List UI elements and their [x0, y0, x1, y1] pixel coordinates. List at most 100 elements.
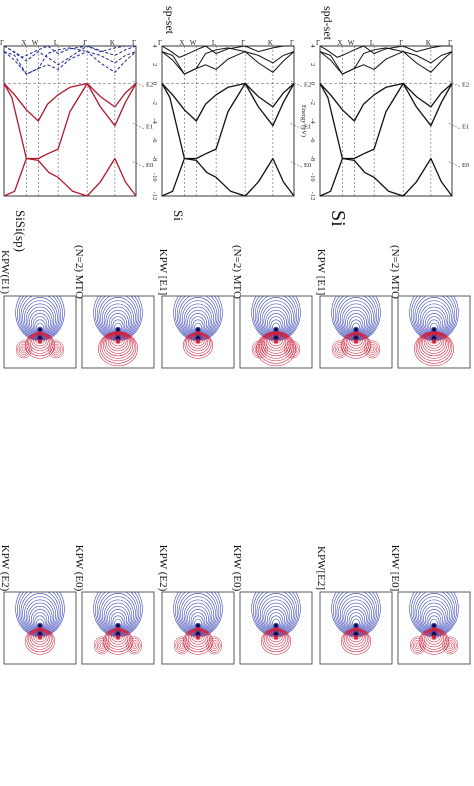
- wavefunction-label: KPW(E1): [0, 250, 11, 294]
- side-lobe-contour: [126, 636, 143, 655]
- wavefunction-label: KPW (E2): [157, 545, 169, 592]
- band-label-leader: [131, 161, 145, 168]
- kpoint-label: L: [212, 39, 216, 47]
- atom-core: [38, 632, 42, 636]
- wavefunction-label: (N=2) MTO: [389, 245, 401, 299]
- side-lobe-contour: [99, 643, 104, 648]
- side-lobe-contour: [337, 347, 342, 352]
- contour-lines: [251, 296, 301, 367]
- valence-band-line: [3, 82, 137, 122]
- kpoint-label: Γ: [132, 39, 136, 47]
- contour-lines: [331, 592, 381, 655]
- wavefunction-contour-plot: [81, 295, 155, 369]
- valence-band-line: [3, 157, 137, 197]
- side-lobe-contour: [409, 636, 426, 655]
- atom-core-positive: [195, 339, 201, 344]
- wavefunction-grid: (N=2) MTO KPW [E1] KPW (E0) KPW (E2): [157, 245, 313, 665]
- energy-tick-label: 2: [151, 63, 158, 66]
- panel-title: SiSi(sp): [13, 210, 28, 252]
- side-lobe-contour: [368, 345, 376, 354]
- band-label: E2: [304, 82, 311, 89]
- side-lobe-contour: [179, 643, 184, 648]
- energy-tick-label: 0: [309, 82, 316, 85]
- atom-core-positive: [115, 627, 121, 632]
- band-label: E0: [462, 162, 469, 169]
- atom-core-positive: [115, 331, 121, 336]
- valence-band-line: [319, 82, 453, 122]
- side-lobe-contour: [173, 636, 190, 655]
- kpoint-label: L: [370, 39, 374, 47]
- contour-lines: [173, 296, 223, 359]
- side-lobe-contour: [175, 638, 189, 653]
- conduction-band-line: [161, 45, 294, 58]
- contour-lines: [173, 592, 223, 655]
- kpoint-label: W: [32, 39, 39, 47]
- atom-core: [196, 327, 200, 332]
- energy-axis-label: Energy (eV): [300, 105, 307, 137]
- atom-core: [274, 632, 278, 636]
- side-lobe-contour: [95, 638, 109, 653]
- atom-core: [196, 336, 200, 340]
- atom-core-positive: [115, 635, 121, 640]
- kpoint-label: W: [348, 39, 355, 47]
- atom-core: [354, 632, 358, 636]
- band-label: E1: [304, 124, 311, 131]
- band-label: E1: [146, 124, 153, 131]
- wavefunction-contour-plot: [161, 591, 235, 665]
- energy-tick-label: -12: [151, 192, 158, 201]
- side-lobe-contour: [367, 343, 378, 355]
- wavefunction-contour-plot: [81, 591, 155, 665]
- energy-tick-label: -8: [309, 156, 316, 161]
- energy-tick-label: -4: [151, 118, 158, 124]
- atom-core-positive: [431, 635, 437, 640]
- side-lobe-contour: [127, 638, 141, 653]
- kpoint-label: Γ: [158, 39, 162, 47]
- side-lobe-contour: [414, 641, 422, 650]
- side-lobe-contour: [442, 636, 459, 655]
- atom-core: [274, 336, 278, 340]
- wavefunction-contour-plot: [319, 295, 393, 369]
- atom-core: [354, 623, 358, 628]
- valence-band-line: [3, 82, 137, 160]
- kpoint-label: Γ: [241, 39, 245, 47]
- panel-title: Si: [171, 210, 186, 221]
- side-lobe-contour: [52, 345, 60, 354]
- wavefunction-grid: (N=2) MTO KPW(E1) KPW (E0) KPW (E2): [0, 245, 155, 665]
- side-lobe-contour: [251, 340, 268, 359]
- wavefunction-contour-plot: [3, 295, 77, 369]
- wavefunction-label: (N=2) MTO: [231, 245, 243, 299]
- side-lobe-contour: [415, 643, 420, 648]
- side-lobe-contour: [257, 347, 262, 352]
- wavefunction-grid: (N=2) MTO KPW [E1] KPW [E0] KPW[E2]: [315, 245, 471, 665]
- band-label: E2: [462, 82, 469, 89]
- atom-core: [116, 327, 120, 332]
- kpoint-label: W: [190, 39, 197, 47]
- side-lobe-contour: [288, 345, 296, 354]
- plot-frame: [161, 45, 295, 197]
- side-lobe-contour: [445, 639, 456, 651]
- band-label-leader: [131, 80, 145, 87]
- energy-tick-label: -4: [309, 118, 316, 124]
- kpoint-label: X: [337, 39, 342, 47]
- valence-band-line: [161, 82, 295, 122]
- side-lobe-contour: [176, 639, 187, 651]
- atom-core-positive: [353, 331, 359, 336]
- kpoint-label: Γ: [290, 39, 294, 47]
- atom-core: [196, 632, 200, 636]
- wavefunction-label: KPW[E2]: [315, 546, 327, 590]
- energy-tick-label: 0: [151, 82, 158, 85]
- side-lobe-contour: [209, 639, 220, 651]
- side-lobe-contour: [254, 343, 265, 355]
- atom-core-positive: [273, 635, 279, 640]
- side-lobe-contour: [364, 340, 381, 359]
- side-lobe-contour: [20, 345, 28, 354]
- side-lobe-contour: [96, 639, 107, 651]
- atom-core-positive: [37, 627, 43, 632]
- energy-tick-label: -2: [309, 100, 316, 105]
- atom-core-positive: [195, 635, 201, 640]
- side-lobe-contour: [253, 342, 267, 357]
- side-lobe-contour: [93, 636, 110, 655]
- band-label-leader: [289, 80, 303, 87]
- atom-core-positive: [353, 635, 359, 640]
